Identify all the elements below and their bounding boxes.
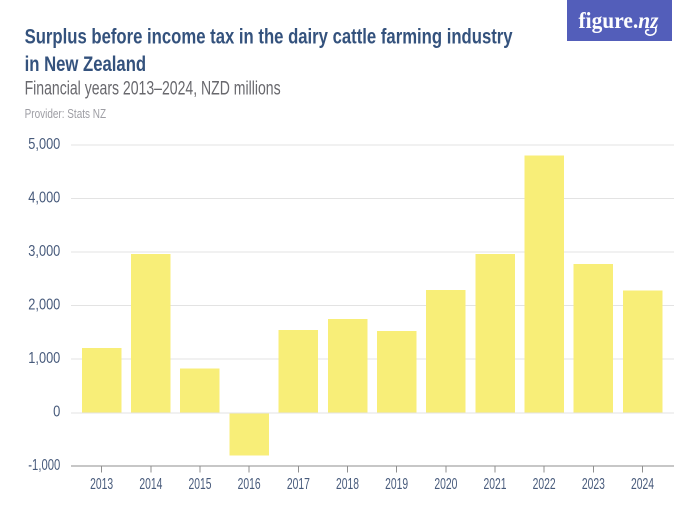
svg-text:3,000: 3,000 [28, 243, 60, 260]
svg-text:Surplus before income tax in t: Surplus before income tax in the dairy c… [25, 25, 513, 48]
svg-text:2022: 2022 [533, 476, 556, 493]
svg-text:Financial years 2013–2024, NZD: Financial years 2013–2024, NZD millions [25, 79, 281, 100]
svg-text:2021: 2021 [484, 476, 507, 493]
svg-text:2018: 2018 [336, 476, 359, 493]
svg-text:Provider: Stats NZ: Provider: Stats NZ [25, 107, 107, 121]
svg-text:2024: 2024 [631, 476, 654, 493]
svg-text:2015: 2015 [188, 476, 211, 493]
svg-text:1,000: 1,000 [28, 350, 60, 367]
svg-text:2016: 2016 [238, 476, 261, 493]
svg-text:5,000: 5,000 [28, 136, 60, 153]
svg-text:2020: 2020 [434, 476, 457, 493]
svg-text:2023: 2023 [582, 476, 605, 493]
svg-text:0: 0 [53, 404, 60, 421]
svg-text:in New Zealand: in New Zealand [25, 53, 147, 76]
svg-text:2,000: 2,000 [28, 297, 60, 314]
svg-text:2013: 2013 [90, 476, 113, 493]
svg-text:4,000: 4,000 [28, 190, 60, 207]
svg-text:2017: 2017 [287, 476, 310, 493]
svg-text:-1,000: -1,000 [28, 457, 60, 474]
svg-text:2019: 2019 [385, 476, 408, 493]
svg-text:2014: 2014 [139, 476, 162, 493]
svg-text:figure.nz: figure.nz [579, 8, 659, 33]
